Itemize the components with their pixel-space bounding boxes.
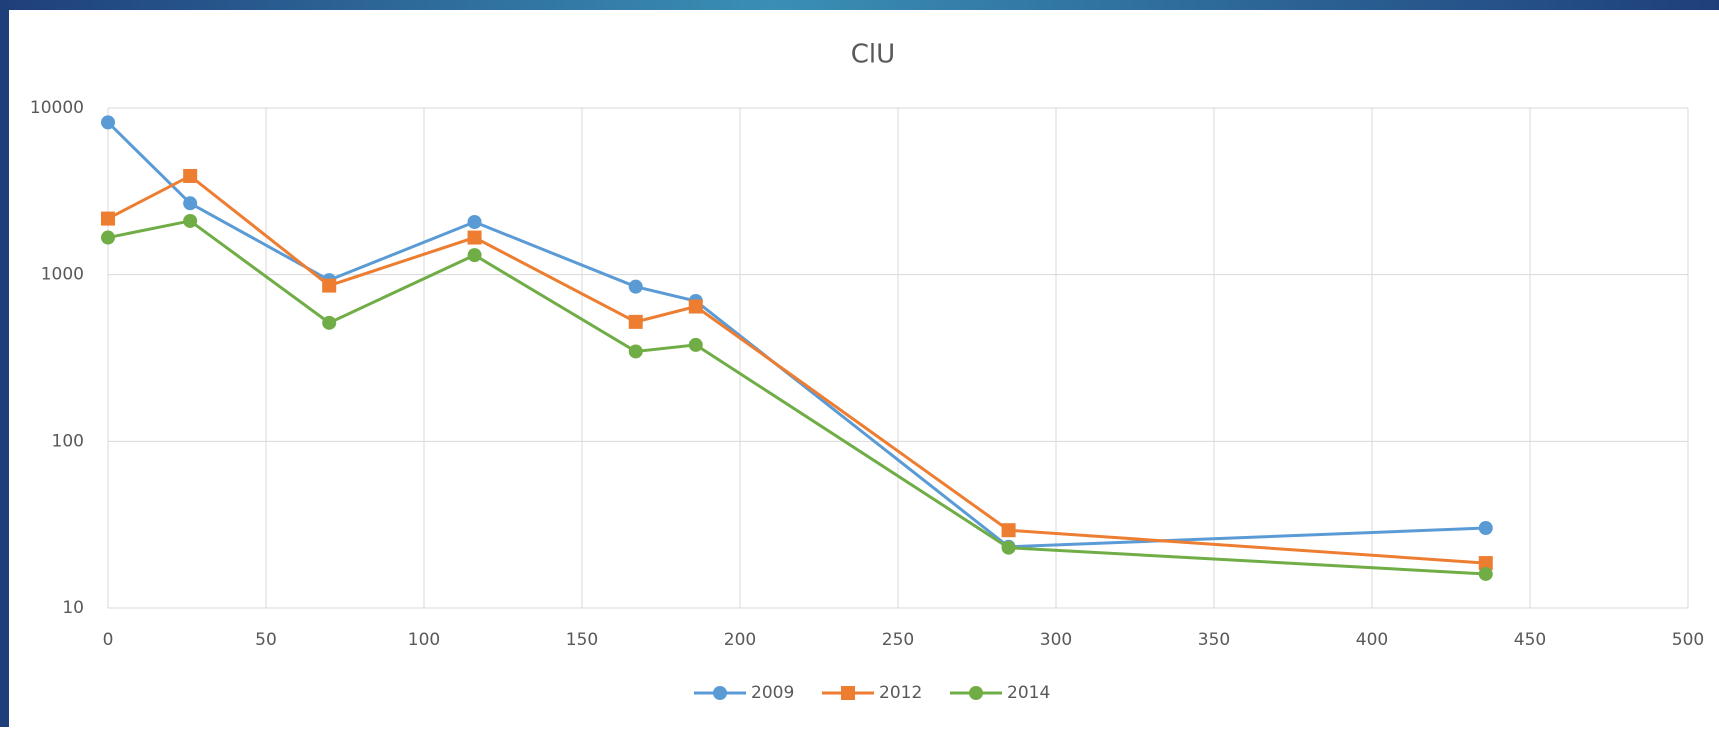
data-point [688,299,703,314]
data-point [628,314,643,329]
legend-marker [841,686,855,700]
x-tick-label: 250 [882,630,914,650]
chart-title: ClU [851,40,895,70]
x-tick-label: 50 [255,630,277,650]
y-tick-label: 10000 [30,98,84,118]
data-point [1478,556,1493,571]
data-point [322,315,337,330]
legend-label: 2012 [879,683,922,703]
data-point [628,344,643,359]
x-tick-label: 200 [724,630,756,650]
data-point [628,279,643,294]
legend-label: 2014 [1007,683,1050,703]
legend-label: 2009 [751,683,794,703]
y-tick-label: 10 [62,598,84,618]
data-point [1478,520,1493,535]
x-tick-label: 100 [408,630,440,650]
data-point [322,278,337,293]
data-point [183,196,198,211]
x-tick-label: 450 [1514,630,1546,650]
data-point [467,230,482,245]
series-line [106,121,1486,549]
y-tick-label: 100 [52,431,84,451]
data-point [101,115,115,130]
data-point [101,211,115,226]
series-line [107,219,1486,576]
x-tick-label: 350 [1198,630,1230,650]
data-point [467,215,482,230]
data-point [1001,523,1016,538]
data-point [467,248,482,263]
legend-marker [969,686,983,700]
window-frame-top [0,0,1719,10]
data-point [1001,540,1016,555]
x-tick-label: 300 [1040,630,1072,650]
data-point [183,213,198,228]
window-frame-left [0,0,9,727]
data-point [101,230,115,245]
x-tick-label: 0 [103,630,114,650]
x-tick-label: 500 [1672,630,1704,650]
x-tick-label: 400 [1356,630,1388,650]
legend-marker [713,686,727,700]
data-point [688,337,703,352]
y-tick-label: 1000 [41,265,84,285]
data-point [1478,566,1493,581]
series-line [107,174,1486,565]
data-point [183,168,198,183]
x-tick-label: 150 [566,630,598,650]
